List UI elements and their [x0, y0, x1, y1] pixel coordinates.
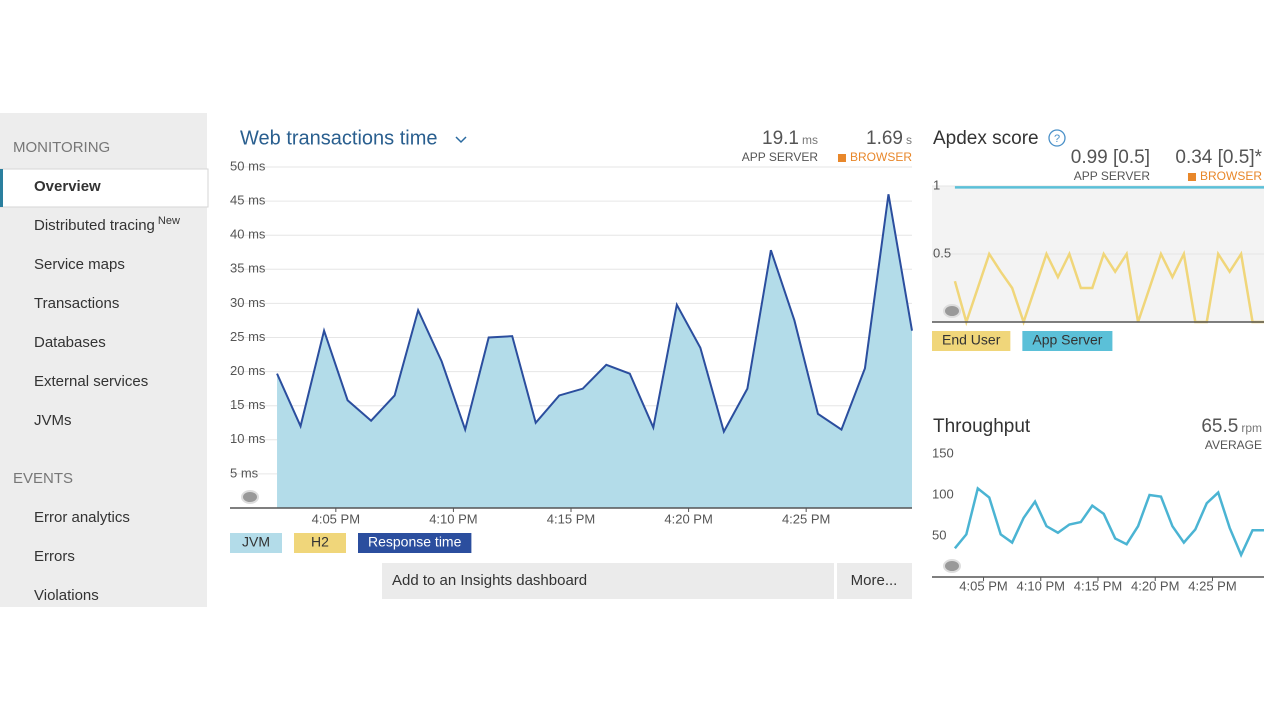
x-tick-label: 4:05 PM	[312, 511, 360, 526]
stat-unit: s	[906, 133, 912, 147]
help-icon[interactable]	[1048, 129, 1066, 147]
stat-label: APP SERVER	[742, 150, 819, 164]
help-mark: ?	[1054, 133, 1060, 145]
selected-item[interactable]	[0, 168, 209, 208]
y-tick-label: 45 ms	[230, 193, 266, 208]
nav-item[interactable]: Error analytics	[34, 509, 130, 526]
new-badge: New	[158, 215, 180, 227]
y-tick-label: 100	[932, 486, 954, 501]
stat-value: 0.34 [0.5]*	[1175, 147, 1262, 168]
x-tick-label: 4:10 PM	[1017, 578, 1065, 593]
section-title: MONITORING	[13, 139, 110, 156]
x-tick-label: 4:05 PM	[959, 578, 1007, 593]
y-tick-label: 50 ms	[230, 158, 266, 173]
stat-value: 0.99 [0.5]	[1071, 147, 1150, 168]
insights-label[interactable]: Add to an Insights dashboard	[392, 572, 587, 589]
y-tick-label: 5 ms	[230, 465, 259, 480]
x-tick-label: 4:25 PM	[782, 511, 830, 526]
area	[277, 194, 912, 508]
legend-swatch[interactable]	[230, 533, 282, 553]
more-label[interactable]: More...	[851, 572, 898, 589]
nav-item[interactable]: Errors	[34, 548, 75, 565]
nav-item[interactable]: Service maps	[34, 256, 125, 273]
x-tick-label: 4:20 PM	[1131, 578, 1179, 593]
stat-unit: rpm	[1241, 421, 1262, 435]
x-tick-label: 4:15 PM	[1074, 578, 1122, 593]
stat-value: 65.5	[1201, 416, 1238, 437]
chart-title: Apdex score	[933, 128, 1039, 149]
legend-swatch[interactable]	[294, 533, 346, 553]
legend-label[interactable]: App Server	[1032, 332, 1102, 348]
stat-label: AVERAGE	[1205, 438, 1262, 452]
x-tick-label: 4:15 PM	[547, 511, 595, 526]
nav-item[interactable]: External services	[34, 373, 148, 390]
stat-value: 1.69	[866, 128, 903, 149]
stat-label: BROWSER	[1200, 169, 1262, 183]
line	[953, 486, 1264, 558]
y-tick-label: 40 ms	[230, 227, 266, 242]
stat-unit: ms	[802, 133, 818, 147]
legend-swatch[interactable]	[358, 533, 472, 553]
y-tick-label: 0.5	[933, 245, 951, 260]
more-button[interactable]	[837, 563, 912, 599]
insights-button[interactable]	[382, 563, 834, 599]
line	[953, 249, 1264, 327]
stat-label: APP SERVER	[1074, 169, 1151, 183]
section-title: EVENTS	[13, 470, 73, 487]
y-tick-label: 35 ms	[230, 261, 266, 276]
nav-item[interactable]: Transactions	[34, 295, 119, 312]
legend-swatch[interactable]	[932, 331, 1011, 351]
stat-value: 19.1	[762, 128, 799, 149]
nav-item[interactable]: Databases	[34, 334, 106, 351]
nav-item[interactable]: Violations	[34, 587, 99, 604]
y-tick-label: 15 ms	[230, 397, 266, 412]
x-tick-label: 4:25 PM	[1188, 578, 1236, 593]
y-tick-label: 1	[933, 177, 940, 192]
chart-title: Throughput	[933, 416, 1031, 437]
selected-marker	[0, 169, 3, 207]
zoom-handle[interactable]	[241, 490, 259, 504]
y-tick-label: 10 ms	[230, 431, 266, 446]
y-tick-label: 25 ms	[230, 329, 266, 344]
zoom-handle[interactable]	[943, 559, 961, 573]
nav-item[interactable]: JVMs	[34, 412, 72, 429]
legend-label[interactable]: JVM	[242, 534, 270, 550]
legend-label[interactable]: H2	[311, 534, 329, 550]
legend-swatch[interactable]	[1022, 331, 1113, 351]
x-tick-label: 4:20 PM	[664, 511, 712, 526]
zoom-handle[interactable]	[943, 304, 961, 318]
stat-swatch	[1187, 173, 1196, 181]
y-tick-label: 30 ms	[230, 295, 266, 310]
y-tick-label: 20 ms	[230, 363, 266, 378]
line	[276, 194, 913, 435]
nav-item[interactable]: Overview	[34, 178, 101, 195]
x-tick-label: 4:10 PM	[429, 511, 477, 526]
dropdown-caret[interactable]	[455, 136, 467, 144]
y-tick-label: 50	[932, 527, 946, 542]
legend-label[interactable]: End User	[942, 332, 1001, 348]
legend-label[interactable]: Response time	[368, 534, 462, 550]
chart-title: Web transactions time	[240, 127, 438, 149]
stat-swatch	[837, 154, 846, 162]
y-tick-label: 150	[932, 445, 954, 460]
stat-label: BROWSER	[850, 150, 912, 164]
nav-item[interactable]: Distributed tracing	[34, 217, 155, 234]
